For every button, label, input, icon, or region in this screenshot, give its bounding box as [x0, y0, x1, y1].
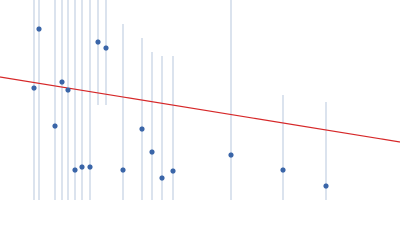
- data-point: [52, 123, 58, 129]
- chart: [0, 0, 400, 200]
- data-point: [323, 183, 329, 189]
- data-point: [139, 126, 145, 132]
- data-point: [280, 167, 286, 173]
- data-point: [65, 87, 71, 93]
- data-point: [120, 167, 126, 173]
- data-point: [149, 149, 155, 155]
- data-point: [95, 39, 101, 45]
- data-point: [31, 85, 37, 91]
- fit-line: [0, 76, 400, 143]
- data-point: [72, 167, 78, 173]
- data-point: [59, 79, 65, 85]
- data-point: [159, 175, 165, 181]
- data-point: [228, 152, 234, 158]
- data-point: [79, 164, 85, 170]
- data-point: [170, 168, 176, 174]
- data-point: [103, 45, 109, 51]
- data-point: [36, 26, 42, 32]
- data-point: [87, 164, 93, 170]
